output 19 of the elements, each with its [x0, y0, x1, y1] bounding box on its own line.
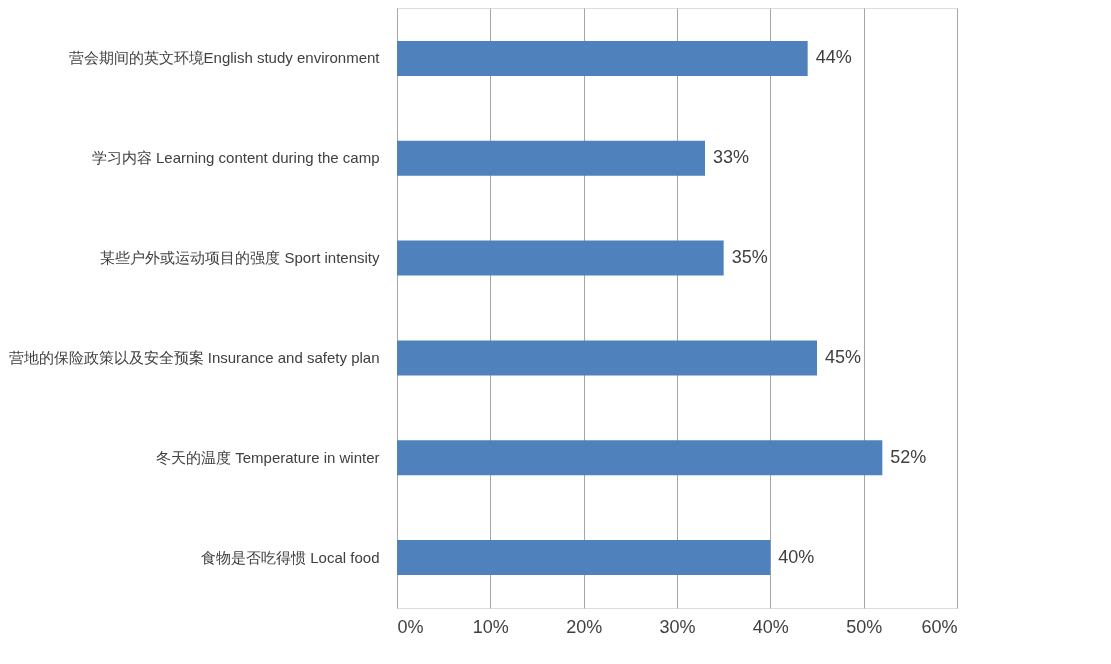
data-label: 45% [825, 346, 862, 367]
data-label: 35% [731, 247, 768, 268]
x-tick-label: 50% [846, 616, 883, 637]
y-tick-label: 营地的保险政策以及安全预案 Insurance and safety plan [8, 348, 380, 366]
y-tick-label: 某些户外或运动项目的强度 Sport intensity [100, 249, 380, 267]
x-tick-label: 60% [921, 616, 958, 637]
data-label: 33% [713, 147, 750, 168]
data-label: 52% [890, 446, 927, 467]
x-tick-label: 0% [397, 616, 424, 637]
data-label: 44% [815, 47, 852, 68]
x-tick-label: 30% [659, 616, 696, 637]
x-tick-label: 40% [752, 616, 789, 637]
y-tick-label: 营会期间的英文环境English study environment [68, 49, 381, 67]
x-tick-label: 20% [566, 616, 603, 637]
y-tick-label: 冬天的温度 Temperature in winter [156, 448, 380, 466]
y-tick-label: 学习内容 Learning content during the camp [91, 149, 380, 167]
data-label: 40% [778, 546, 815, 567]
x-tick-label: 10% [472, 616, 509, 637]
y-tick-label: 食物是否吃得惯 Local food [201, 548, 380, 566]
